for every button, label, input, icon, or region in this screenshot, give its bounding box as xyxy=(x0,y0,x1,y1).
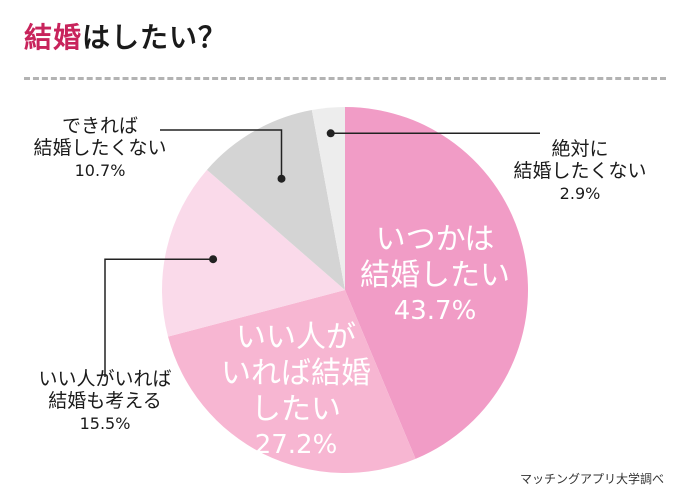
slice-label-iihito-line2: いれば結婚 xyxy=(221,356,371,391)
slice-label-iihito: いい人が いれば結婚 したい 27.2% xyxy=(206,320,386,461)
slice-value-kangaeru: 15.5% xyxy=(79,413,131,433)
chart-title: 結婚はしたい？ xyxy=(24,16,227,56)
source-note: マッチングアプリ大学調べ xyxy=(519,472,664,486)
slice-value-iihito: 27.2% xyxy=(254,430,338,460)
pie-slice-kangaeru xyxy=(162,169,345,337)
slice-label-itsuka-line2: 結婚したい xyxy=(360,258,510,293)
leader-dot-kangaeru xyxy=(209,255,218,264)
slice-label-iihito-line1: いい人が xyxy=(236,320,356,355)
pie-slice-itsuka xyxy=(345,107,529,459)
slice-label-kangaeru-line1: いい人がいれば xyxy=(38,368,172,390)
pie-slice-zettai xyxy=(311,107,345,290)
slice-label-dekireba-line2: 結婚したくない xyxy=(33,137,167,160)
slice-label-dekireba: できれば 結婚したくない 10.7% xyxy=(20,115,180,181)
leader-dot-dekireba xyxy=(277,174,286,183)
slice-label-kangaeru: いい人がいれば 結婚も考える 15.5% xyxy=(14,368,196,434)
slice-label-zettai-line2: 結婚したくない xyxy=(513,160,647,183)
leader-line-dekireba xyxy=(160,129,283,179)
slice-value-itsuka: 43.7% xyxy=(393,296,477,326)
pie-slice-iihito xyxy=(168,290,416,473)
title-accent: 結婚 xyxy=(24,21,83,54)
slice-label-dekireba-line1: できれば xyxy=(61,115,138,137)
slice-label-zettai: 絶対に 結婚したくない 2.9% xyxy=(500,138,660,204)
slice-value-zettai: 2.9% xyxy=(559,183,601,203)
leader-dot-zettai xyxy=(326,129,335,138)
title-rest: はしたい？ xyxy=(82,21,228,54)
dashed-divider xyxy=(24,77,666,80)
slice-label-itsuka-line1: いつかは xyxy=(375,222,495,257)
pie-slice-dekireba xyxy=(206,110,345,290)
slice-label-iihito-line3: したい xyxy=(251,392,341,427)
slice-label-itsuka: いつかは 結婚したい 43.7% xyxy=(340,222,530,327)
slice-label-kangaeru-line2: 結婚も考える xyxy=(48,390,162,413)
slice-label-zettai-line1: 絶対に xyxy=(551,138,609,160)
slice-value-dekireba: 10.7% xyxy=(74,160,126,180)
leader-line-kangaeru xyxy=(104,258,214,377)
